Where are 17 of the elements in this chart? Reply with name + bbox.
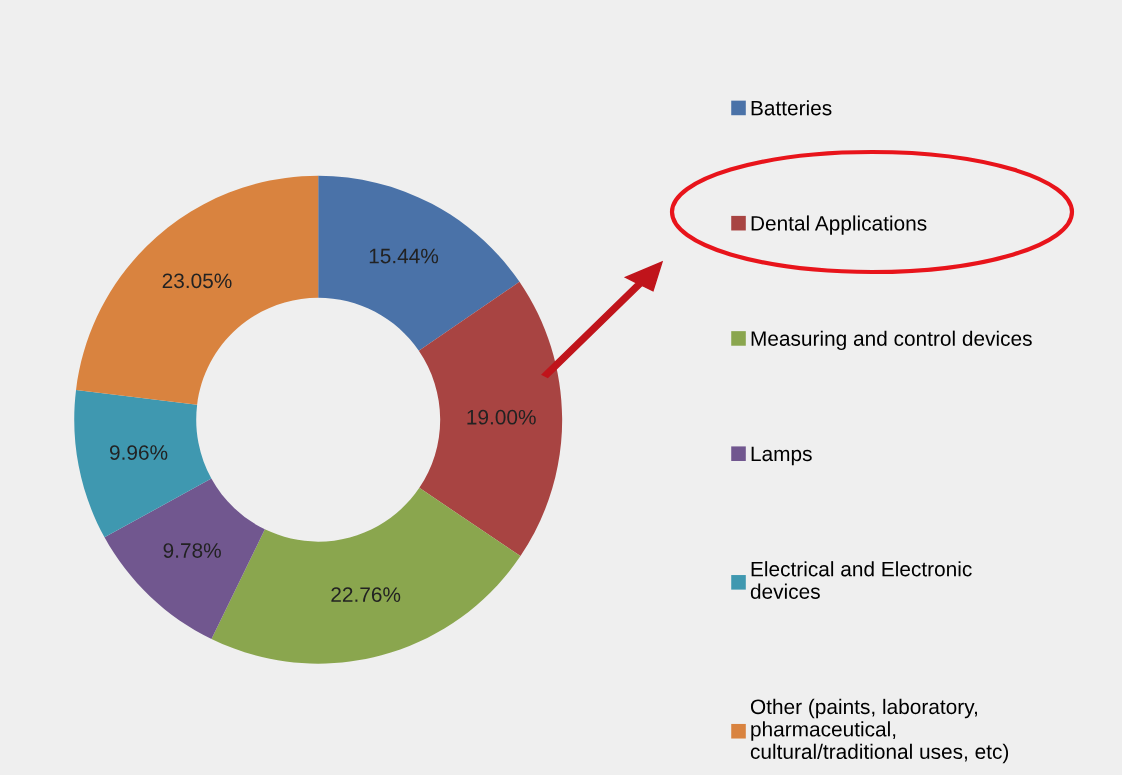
legend-label: Other (paints, laboratory, pharmaceutical, cultural/traditional uses, etc) (750, 698, 1009, 764)
legend-label: Lamps (751, 446, 812, 466)
data-label: 23.05% (162, 273, 232, 289)
data-label: 9.78% (163, 543, 221, 558)
donut-slice (76, 175, 319, 405)
legend-label: Measuring and control devices (751, 330, 1032, 351)
legend-label: Batteries (751, 100, 832, 116)
legend-label: Electrical and Electronic devices (750, 561, 972, 599)
donut-slice (418, 281, 563, 557)
legend-label: Dental Applications (751, 215, 927, 235)
donut-slice (104, 478, 265, 640)
data-label: 9.96% (109, 445, 168, 460)
donut-slice (74, 389, 212, 538)
data-label: 22.76% (331, 587, 401, 602)
donut-slice (318, 175, 520, 351)
data-label: 19.00% (467, 409, 536, 425)
data-label: 15.44% (369, 248, 439, 264)
